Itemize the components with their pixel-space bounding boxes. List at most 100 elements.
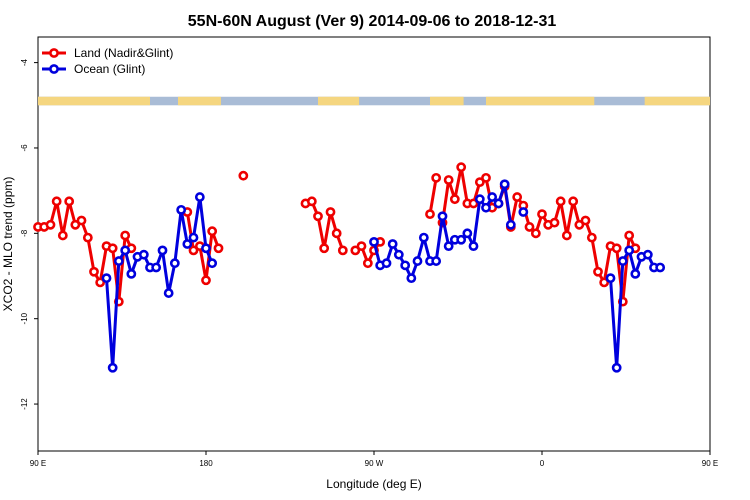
data-point <box>201 275 211 286</box>
x-axis: 90 E 180 90 W 0 90 E <box>30 451 718 468</box>
data-point <box>537 209 547 220</box>
data-point <box>549 217 560 228</box>
legend: Land (Nadir&Glint) Ocean (Glint) <box>42 46 173 76</box>
map-strip-ocean <box>38 96 710 106</box>
y-tick-label: -6 <box>20 144 29 152</box>
data-point <box>387 239 398 249</box>
data-point <box>381 258 392 269</box>
x-axis-label: Longitude (deg E) <box>326 477 421 491</box>
data-point <box>163 288 174 298</box>
data-point <box>400 260 411 271</box>
data-point <box>524 222 535 232</box>
data-point <box>462 228 473 239</box>
x-tick-label: 90 W <box>365 459 384 468</box>
data-point <box>487 192 498 202</box>
data-point <box>418 232 429 243</box>
data-point <box>82 232 93 243</box>
data-point <box>593 266 603 277</box>
data-point <box>555 196 566 207</box>
data-point <box>45 219 56 230</box>
data-point <box>157 245 168 256</box>
series-line <box>105 195 214 370</box>
data-point <box>138 249 149 260</box>
data-point <box>151 262 162 273</box>
x-tick-label: 90 E <box>702 459 718 468</box>
map-strip-land <box>644 96 710 106</box>
map-strip-land <box>38 96 150 106</box>
y-tick-label: -8 <box>20 229 29 237</box>
data-point <box>468 198 479 209</box>
data-point <box>101 273 112 284</box>
y-tick-label: -10 <box>20 312 29 324</box>
data-point <box>624 245 635 256</box>
data-point <box>611 362 622 373</box>
data-point <box>207 258 218 269</box>
data-point <box>120 245 131 256</box>
data-point <box>599 277 610 288</box>
data-point <box>325 207 336 217</box>
data-point <box>113 256 124 266</box>
map-strip-land <box>178 96 221 106</box>
data-point <box>70 219 81 230</box>
x-tick-label: 90 E <box>30 459 46 468</box>
data-point <box>655 262 666 273</box>
x-tick-label: 0 <box>540 459 545 468</box>
x-tick-label: 180 <box>199 459 213 468</box>
data-point <box>605 273 616 284</box>
data-point <box>443 241 454 252</box>
data-point <box>425 209 435 220</box>
data-point <box>437 211 448 222</box>
data-point <box>431 256 442 266</box>
data-point <box>443 175 454 185</box>
data-point <box>624 230 635 241</box>
y-tick-label: -12 <box>20 398 29 410</box>
data-point <box>617 256 628 266</box>
data-point <box>406 273 417 284</box>
data-point <box>337 245 348 256</box>
data-point <box>574 219 585 230</box>
data-point <box>630 268 641 279</box>
data-point <box>169 258 180 269</box>
data-point <box>107 243 118 254</box>
data-point <box>51 196 62 207</box>
chart-title: 55N-60N August (Ver 9) 2014-09-06 to 201… <box>188 13 557 30</box>
data-point <box>586 232 597 243</box>
data-point <box>642 249 653 260</box>
data-point <box>95 277 106 288</box>
data-point <box>201 243 211 254</box>
data-point <box>393 249 404 260</box>
data-point <box>362 258 373 269</box>
legend-marker <box>49 48 59 58</box>
data-point <box>561 230 572 241</box>
data-point <box>474 194 485 205</box>
series-1 <box>101 179 666 373</box>
data-point <box>313 211 323 222</box>
legend-label: Land (Nadir&Glint) <box>74 46 173 60</box>
series-line <box>38 199 133 304</box>
data-point <box>431 172 442 183</box>
data-point <box>350 245 361 256</box>
data-point <box>331 228 342 239</box>
data-point <box>505 219 516 230</box>
data-point <box>481 172 491 183</box>
data-point <box>57 230 68 241</box>
data-point <box>512 192 523 202</box>
data-point <box>449 194 460 205</box>
data-point <box>126 268 137 279</box>
series-line <box>305 199 345 251</box>
data-point <box>188 232 199 243</box>
data-point <box>481 202 491 213</box>
map-strip-land <box>486 96 595 106</box>
y-axis: -4 -6 -8 -10 -12 <box>20 59 38 410</box>
data-point <box>238 170 249 181</box>
data-point <box>120 230 131 241</box>
data-point <box>611 243 622 254</box>
data-point <box>456 234 467 245</box>
data-point <box>64 196 75 207</box>
data-point <box>213 243 224 254</box>
series-0 <box>33 162 641 307</box>
data-point <box>194 192 205 202</box>
data-point <box>369 236 379 247</box>
data-point <box>176 204 187 215</box>
